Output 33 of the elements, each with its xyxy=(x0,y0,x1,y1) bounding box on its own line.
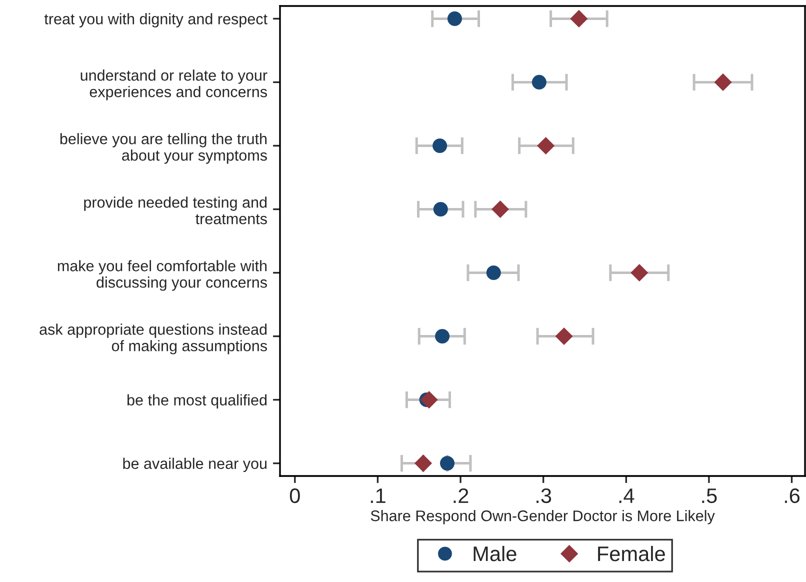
point xyxy=(555,327,573,346)
x-tick-label: .5 xyxy=(702,488,717,504)
y-tick-label: ask appropriate questions instead of making assumptions xyxy=(40,324,267,354)
point xyxy=(420,391,438,409)
x-tick-label: .6 xyxy=(784,488,800,504)
x-tick-label: 0 xyxy=(290,488,300,504)
legend-label: Female xyxy=(598,546,665,562)
y-tick-label: provide needed testing and treatments xyxy=(84,196,267,224)
point xyxy=(414,454,432,472)
y-tick-label: be the most qualified xyxy=(128,394,267,408)
point xyxy=(630,264,648,282)
point xyxy=(432,138,448,154)
point xyxy=(491,200,510,218)
legend-label: Male xyxy=(474,546,516,562)
y-tick-label: understand or relate to your experiences and concerns xyxy=(80,70,268,100)
x-tick-label: .2 xyxy=(454,488,468,503)
x-axis-title: Share Respond Own-Gender Doctor is More Likely xyxy=(370,510,715,524)
point xyxy=(532,74,546,90)
x-tick-label: .1 xyxy=(370,488,386,503)
y-tick-label: make you feel comfortable with discussing your concerns xyxy=(58,260,267,291)
point xyxy=(435,328,450,344)
point xyxy=(486,265,501,280)
point xyxy=(440,456,455,471)
point xyxy=(537,136,555,155)
y-tick-label: believe you are telling the truth about your symptoms xyxy=(60,133,267,164)
point xyxy=(447,11,462,26)
x-tick-label: .4 xyxy=(619,488,634,503)
y-tick-label: treat you with dignity and respect xyxy=(44,13,268,28)
point xyxy=(433,202,448,217)
x-tick-label: .3 xyxy=(536,488,552,504)
point xyxy=(570,10,588,28)
y-tick-label: be available near you xyxy=(123,458,266,472)
point xyxy=(714,73,732,91)
